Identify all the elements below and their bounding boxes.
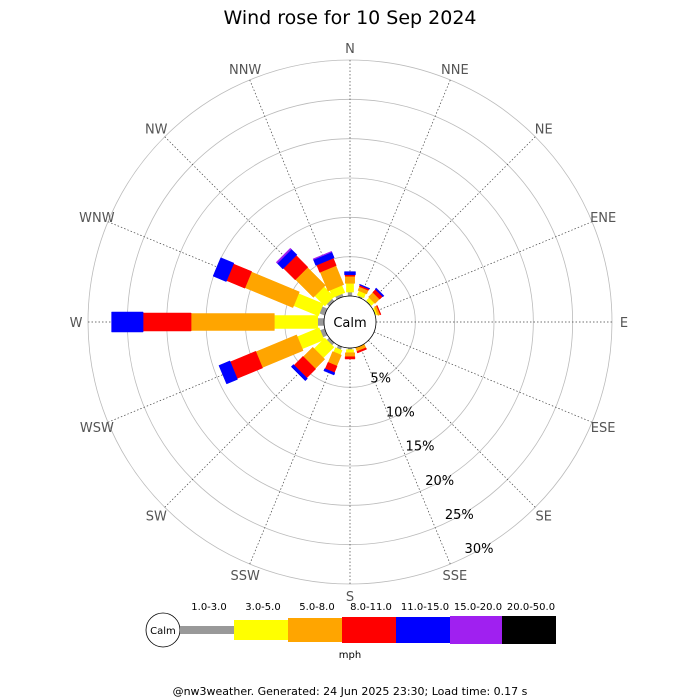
legend-calm-label: Calm [150,626,176,637]
legend-swatch [180,626,234,634]
ring-label: 25% [445,508,474,523]
legend-bin-label: 1.0-3.0 [191,602,226,613]
legend-bin-label: 3.0-5.0 [245,602,280,613]
direction-labels: N NNE NE ENE E ESE SE SSE S SSW SW WSW W WNW NW NNW [70,42,629,605]
ring-label: 5% [370,372,391,387]
grid-spoke [373,221,593,313]
direction-label: WSW [80,421,114,436]
direction-label: S [346,590,354,605]
direction-label: W [70,316,83,331]
ring-label: 30% [465,542,494,557]
grid-spoke [359,345,451,565]
direction-label: SSW [230,569,260,584]
wind-bar-sse-3 [356,347,367,354]
grid-spoke [249,345,341,565]
legend-swatch [450,616,502,644]
direction-label: ESE [591,421,616,436]
direction-label: N [345,42,355,57]
wind-bar-nnw-5 [312,250,333,261]
wind-bar-s-2 [345,352,355,357]
wind-bar-w-2 [190,313,275,331]
wind-bar-wnw-4 [212,257,235,282]
wind-bar-w-4 [111,311,144,333]
wind-bar-s-3 [344,356,356,360]
footer-text: @nw3weather. Generated: 24 Jun 2025 23:3… [173,685,528,698]
wind-bar-nne-4 [359,283,371,290]
wind-bar-wnw-2 [244,271,300,308]
wind-bar-ne-4 [374,287,385,298]
wind-bar-ssw-4 [323,368,336,376]
grid-spoke [373,331,593,423]
grid-spoke [368,136,536,304]
direction-label: NW [145,122,168,137]
wind-bar-w-3 [142,312,192,332]
legend-swatch [342,617,396,643]
legend-unit: mph [339,650,361,661]
wind-bar-w-1 [274,315,318,329]
direction-label: WNW [79,211,115,226]
ring-label: 20% [425,474,454,489]
wind-bar-wsw-4 [218,360,238,385]
legend-swatch [288,618,342,642]
legend-bin-label: 8.0-11.0 [350,602,392,613]
direction-label: SE [536,510,552,525]
legend-bin-label: 11.0-15.0 [401,602,449,613]
direction-label: E [620,316,628,331]
ring-labels: 5% 10% 15% 20% 25% 30% [370,372,493,557]
wind-bar-n-1 [346,283,354,293]
calm-label: Calm [333,316,366,331]
legend-bin-label: 20.0-50.0 [507,602,555,613]
chart-title: Wind rose for 10 Sep 2024 [223,7,476,29]
legend-bin-label: 5.0-8.0 [299,602,334,613]
ring-label: 10% [386,406,415,421]
direction-label: SW [146,510,167,525]
legend-swatch [396,617,450,643]
direction-label: NE [535,122,553,137]
wind-bar-sw-4 [290,364,308,382]
legend-swatch [234,620,288,640]
ring-label: 15% [406,440,435,455]
direction-label: SSE [442,569,467,584]
grid-spoke [359,79,451,299]
wind-bar-wsw-2 [255,334,304,368]
wind-bar-n-2 [345,276,355,284]
wind-bar-ene-3 [376,305,382,316]
wind-bar-n-4 [344,271,356,276]
legend-bin-label: 15.0-20.0 [454,602,502,613]
calm-circle: Calm [323,295,377,349]
direction-label: NNE [441,63,469,78]
direction-label: ENE [590,211,616,226]
legend-swatch [502,616,556,644]
speed-legend: Calm mph 1.0-3.0 3.0-5.0 5.0-8.0 8.0-11.0 11… [145,602,556,661]
grid-spoke [368,340,536,508]
direction-label: NNW [229,63,261,78]
wind-bar-nw-5 [275,247,292,264]
wind-bar-s-1 [346,349,354,353]
